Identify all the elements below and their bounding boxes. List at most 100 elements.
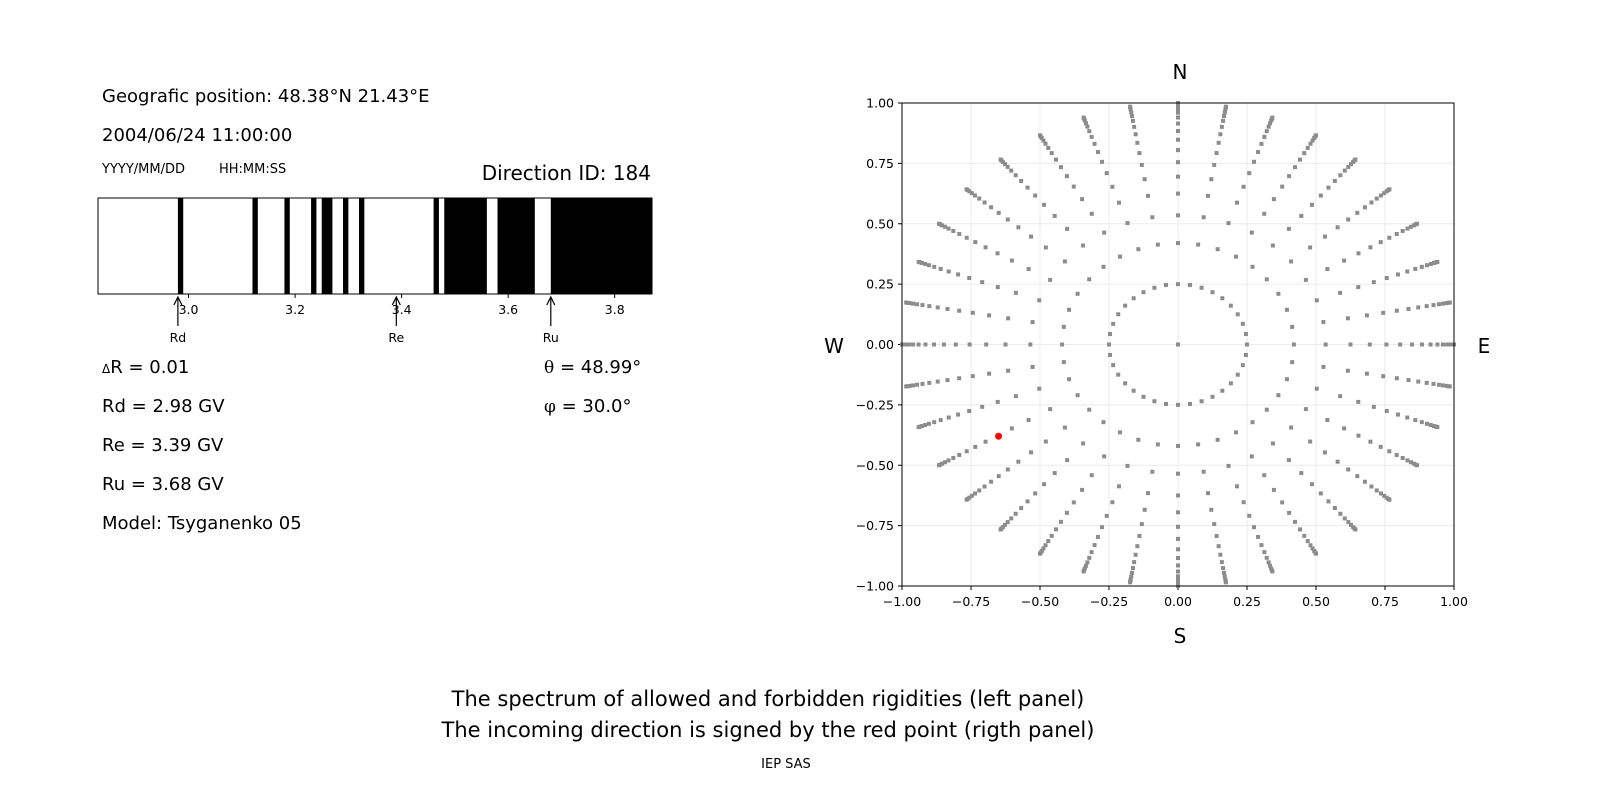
direction-point — [1378, 444, 1383, 449]
direction-point — [1081, 243, 1086, 248]
direction-point — [1400, 456, 1405, 461]
direction-point — [1435, 425, 1440, 430]
direction-point — [1309, 202, 1314, 207]
direction-point — [1326, 185, 1331, 190]
direction-point — [1322, 450, 1327, 455]
direction-point — [1346, 217, 1351, 222]
direction-point — [1297, 157, 1302, 162]
direction-point — [1448, 342, 1453, 347]
direction-point — [1431, 381, 1436, 386]
direction-point — [1293, 165, 1298, 170]
phi-value: φ = 30.0° — [544, 396, 632, 417]
direction-point — [1325, 417, 1330, 422]
direction-point — [1241, 184, 1246, 189]
x-tick-label: −0.50 — [1021, 594, 1059, 609]
direction-point — [1100, 159, 1105, 164]
direction-point — [1303, 407, 1308, 412]
direction-point — [973, 444, 978, 449]
direction-point — [1223, 580, 1228, 585]
direction-point — [1394, 308, 1399, 313]
direction-plot: −1.00−1.00 −0.75 −0.75 −0.50 −0.50 −0.25 −0.25… — [856, 96, 1468, 610]
direction-point — [927, 380, 932, 385]
direction-point — [1042, 202, 1047, 207]
direction-point — [1428, 261, 1433, 266]
direction-point — [1291, 342, 1296, 347]
direction-point — [1413, 266, 1418, 271]
direction-point — [1305, 145, 1310, 150]
x-tick-label: 3.8 — [605, 302, 625, 317]
direction-point — [1405, 269, 1410, 274]
direction-point — [1176, 137, 1180, 142]
direction-point — [1141, 394, 1146, 399]
direction-point — [1030, 320, 1035, 325]
direction-point — [1394, 452, 1399, 457]
direction-point — [1196, 442, 1201, 447]
direction-point — [1338, 173, 1343, 178]
direction-point — [980, 280, 985, 285]
direction-point — [1314, 133, 1318, 138]
direction-point — [1065, 226, 1070, 231]
direction-point — [904, 384, 909, 389]
direction-point — [1065, 458, 1070, 463]
date-format-label: YYYY/MM/DD — [101, 162, 185, 177]
direction-point — [1215, 437, 1220, 442]
direction-point — [1424, 380, 1429, 385]
allowed-band — [497, 198, 535, 294]
allowed-band — [343, 198, 349, 294]
direction-point — [973, 240, 978, 245]
direction-point — [1117, 484, 1122, 489]
direction-point — [1297, 527, 1302, 532]
direction-point — [1369, 200, 1374, 205]
datetime: 2004/06/24 11:00:00 — [102, 125, 292, 146]
direction-point — [1395, 412, 1400, 417]
direction-point — [1262, 211, 1267, 216]
y-tick-label: 0.50 — [866, 216, 894, 231]
direction-point — [1342, 516, 1347, 521]
direction-point — [1080, 487, 1085, 492]
direction-point — [1371, 280, 1376, 285]
y-tick-label: −0.50 — [856, 458, 894, 473]
direction-point — [932, 342, 937, 347]
direction-point — [1302, 151, 1307, 156]
direction-point — [935, 379, 940, 384]
arrow-head-icon — [546, 295, 556, 306]
direction-point — [945, 378, 950, 383]
direction-point — [1135, 544, 1140, 549]
spectrum-frame — [97, 197, 653, 295]
direction-point — [1176, 555, 1180, 560]
direction-point — [1176, 524, 1180, 529]
direction-point — [1062, 425, 1067, 430]
direction-point — [1092, 543, 1097, 548]
direction-point — [1108, 332, 1113, 337]
direction-point — [964, 497, 969, 502]
direction-point — [1131, 296, 1136, 301]
x-tick-label: 0.50 — [1302, 594, 1330, 609]
direction-point — [1071, 500, 1076, 505]
direction-point — [1424, 263, 1429, 268]
direction-point — [1075, 393, 1080, 398]
east-label: E — [1478, 334, 1491, 358]
direction-point — [1270, 115, 1275, 120]
direction-point — [1413, 418, 1418, 423]
direction-point — [1030, 364, 1035, 369]
direction-point — [1332, 178, 1337, 183]
direction-point — [1037, 298, 1042, 303]
y-tick-label: 1.00 — [866, 96, 894, 111]
direction-point — [1308, 245, 1313, 250]
direction-point — [1038, 133, 1042, 138]
direction-point — [1210, 290, 1215, 295]
direction-point — [916, 259, 921, 264]
delta-r: ΔR = 0.01 — [102, 357, 189, 378]
direction-point — [957, 232, 962, 237]
direction-point — [1212, 522, 1217, 527]
direction-point — [1209, 507, 1214, 512]
direction-point — [953, 342, 958, 347]
direction-point — [942, 460, 947, 465]
direction-point — [1262, 134, 1267, 139]
direction-point — [995, 399, 1000, 404]
delta-symbol: Δ — [102, 362, 111, 376]
direction-point — [1108, 352, 1113, 357]
direction-point — [936, 463, 941, 468]
direction-point — [1293, 519, 1298, 524]
direction-point — [983, 439, 988, 444]
